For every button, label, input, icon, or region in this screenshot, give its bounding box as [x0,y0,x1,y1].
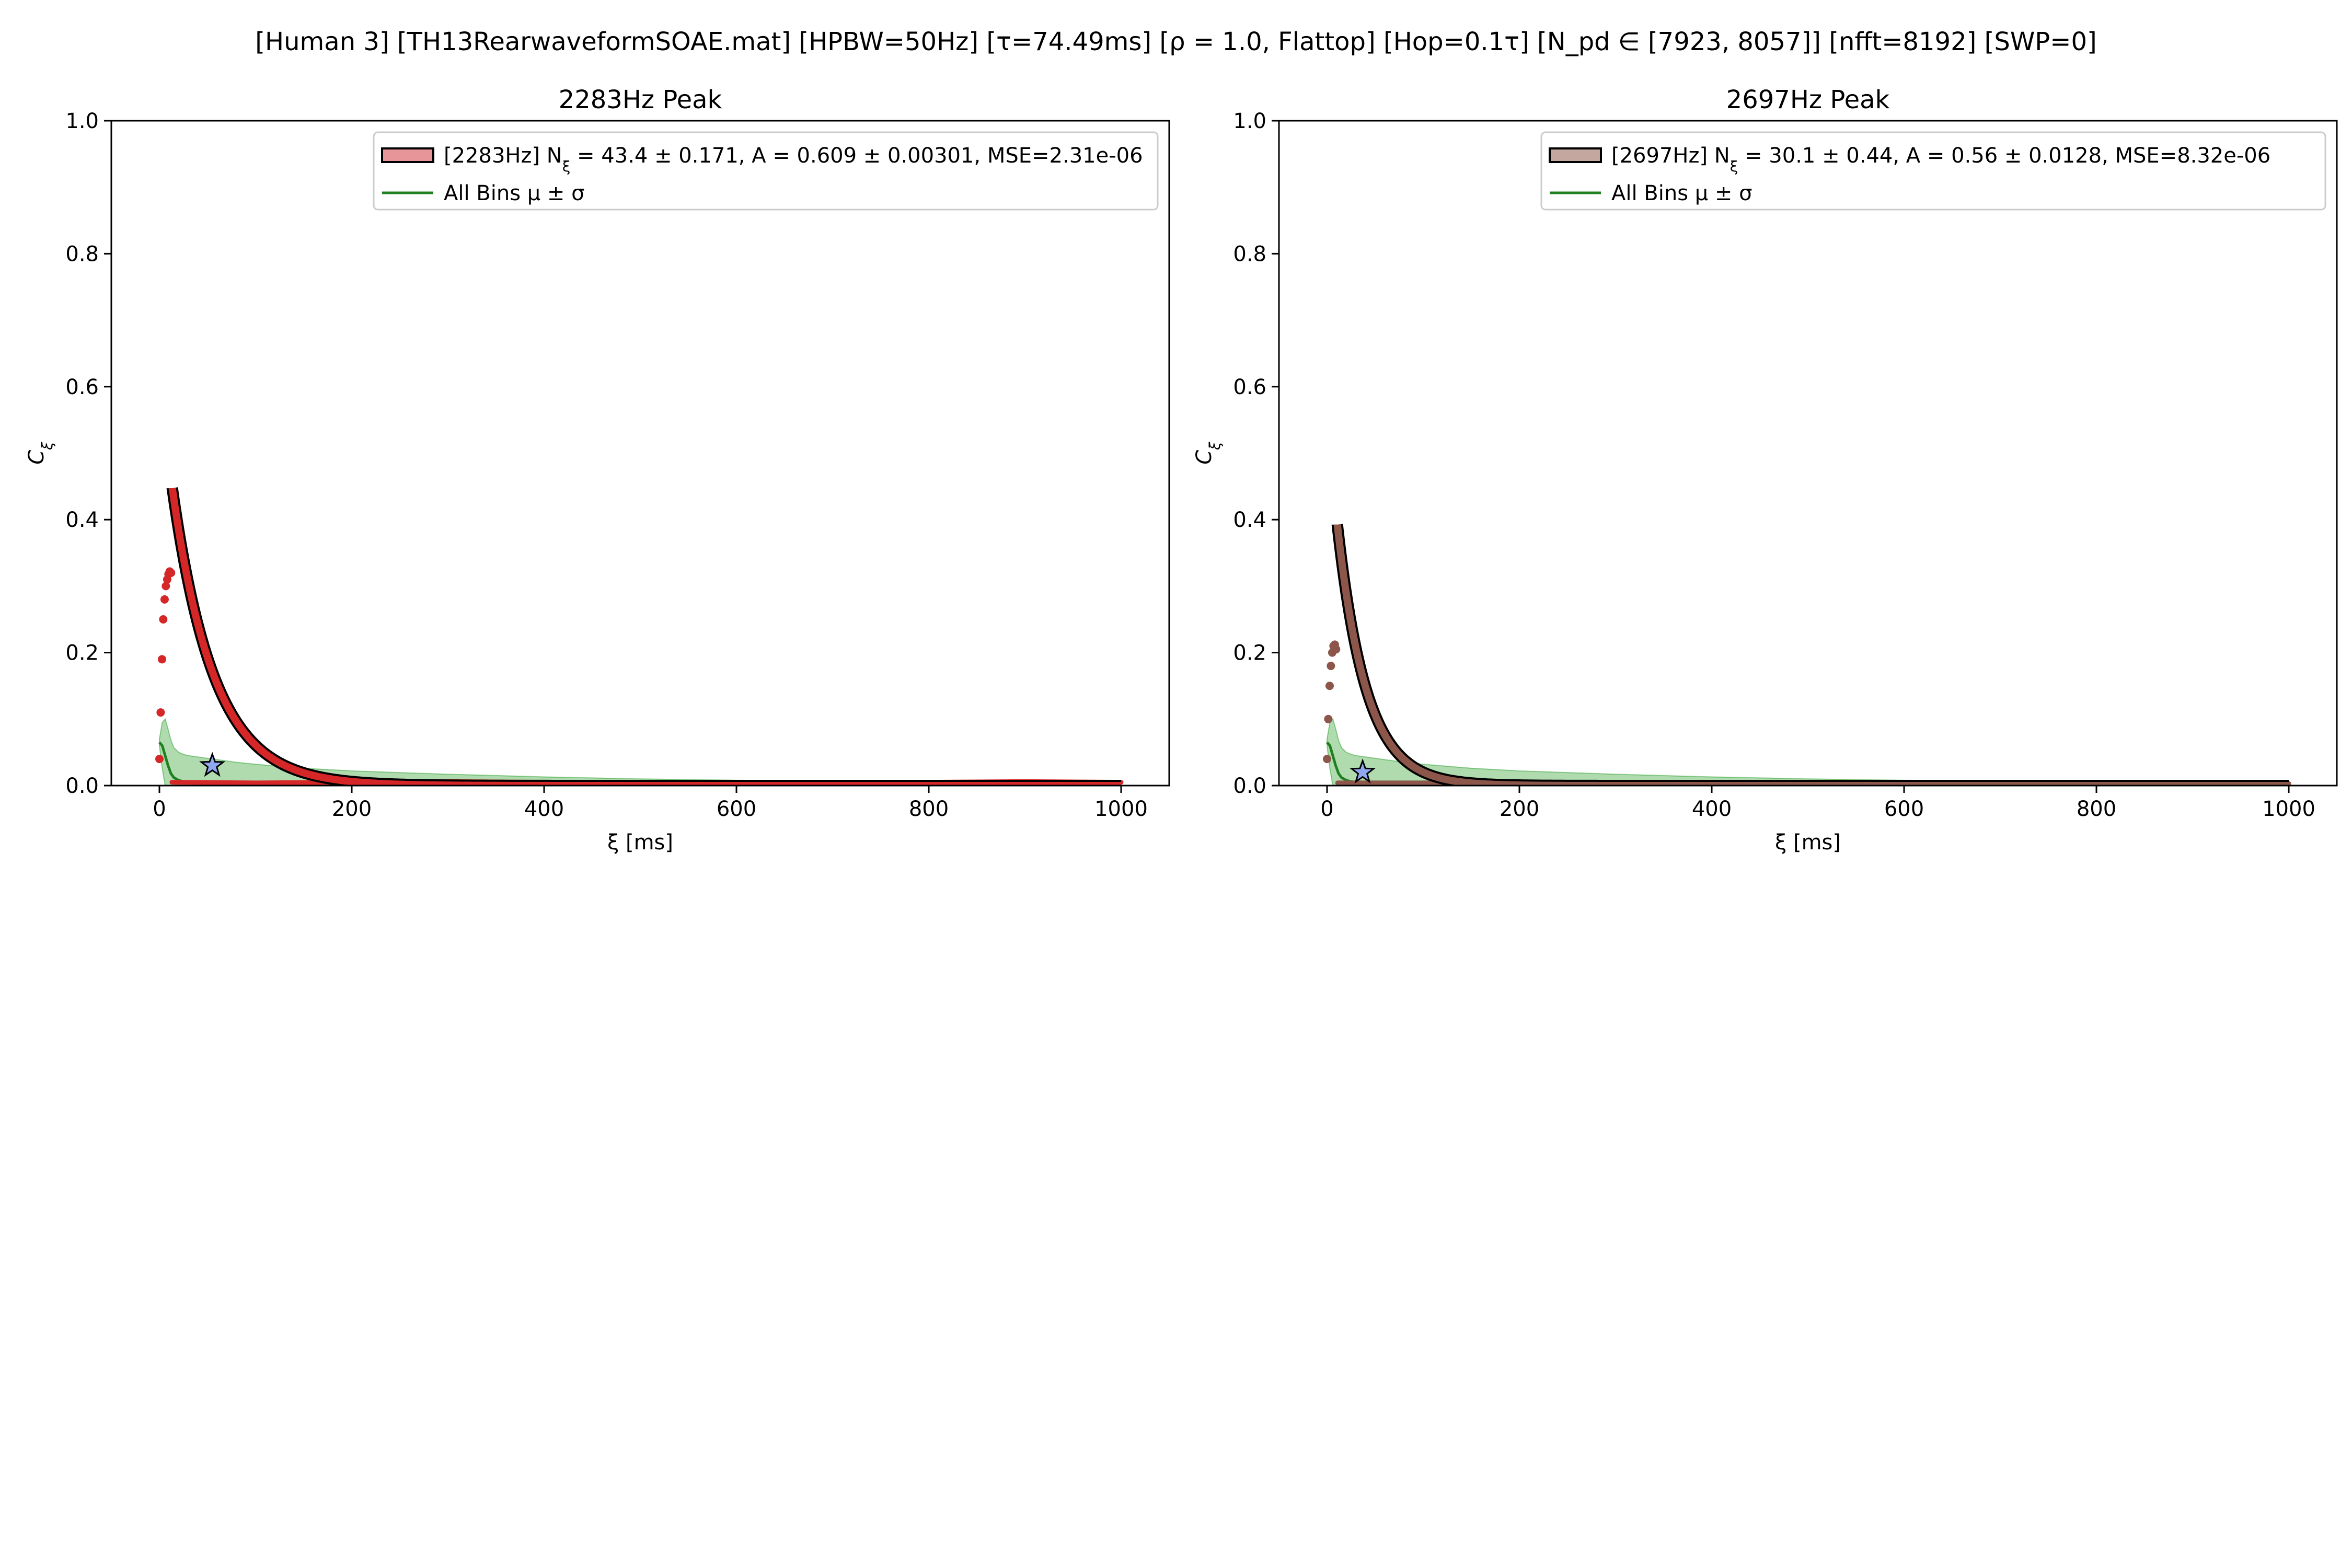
all-bins-sigma-band [159,718,1122,786]
y-tick-label: 0.2 [1233,641,1266,665]
coherence-point [1324,714,1333,723]
y-tick-label: 1.0 [65,109,99,133]
plot-area [1323,524,2291,786]
coherence-point [155,755,164,764]
subplot-2697hz: 0 200 400 600 800 1000 0.0 0.2 0.4 0.6 0.8 1.0 2697H… [1192,85,2338,855]
coherence-point [167,568,176,577]
fit-curve [168,487,1121,786]
subplot-2283hz: 0 200 400 600 800 1000 0.0 0.2 0.4 0.6 0.8 1.0 2283H… [25,85,1170,855]
coherence-point [157,655,166,664]
coherence-point [156,708,165,717]
x-tick-label: 800 [2077,797,2116,821]
legend-entry-label: [2283Hz] Nξ = 43.4 ± 0.171, A = 0.609 ± … [444,144,1143,175]
y-tick-label: 0.8 [1233,242,1266,266]
y-tick-label: 0.0 [65,774,99,798]
y-tick-label: 0.8 [65,242,99,266]
y-tick-label: 0.0 [1233,774,1266,798]
legend-entry-label: All Bins μ ± σ [1611,181,1753,205]
legend-patch [381,147,434,163]
coherence-point [162,582,170,591]
fit-curve [1333,524,2289,786]
legend-patch [1549,147,1602,163]
figure-suptitle: [Human 3] [TH13RearwaveformSOAE.mat] [HP… [255,27,2096,56]
coherence-point [1332,645,1341,654]
decay-star-marker [1349,758,1376,783]
x-axis-label: ξ [ms] [607,831,673,855]
x-tick-label: 800 [909,797,949,821]
legend: [2283Hz] Nξ = 43.4 ± 0.171, A = 0.609 ± … [373,131,1159,211]
legend: [2697Hz] Nξ = 30.1 ± 0.44, A = 0.56 ± 0.… [1540,131,2326,211]
legend-frame [373,131,1159,211]
x-tick-label: 400 [524,797,564,821]
x-tick-label: 200 [332,797,372,821]
decay-star-marker [199,752,226,777]
coherence-point [1325,682,1334,690]
y-tick-label: 1.0 [1233,109,1266,133]
axes-frame [1278,120,2338,787]
y-tick-label: 0.4 [65,508,99,532]
y-axis-label: Cξ [25,442,56,465]
x-tick-label: 1000 [2262,797,2315,821]
axes-frame [110,120,1170,787]
x-tick-label: 400 [1692,797,1732,821]
x-tick-label: 600 [1884,797,1924,821]
x-tick-label: 600 [717,797,756,821]
x-tick-label: 200 [1500,797,1539,821]
plot-area [155,487,1124,786]
x-tick-label: 1000 [1094,797,1148,821]
legend-frame [1540,131,2326,211]
y-tick-label: 0.4 [1233,508,1266,532]
y-tick-label: 0.2 [65,641,99,665]
fit-outline [1331,524,2289,786]
coherence-point [160,595,169,604]
all-bins-sigma-band [1327,718,2289,786]
y-axis-label: Cξ [1192,442,1224,465]
x-axis-label: ξ [ms] [1775,831,1841,855]
fit-outline [166,487,1121,786]
subplot-title: 2283Hz Peak [559,85,722,114]
coherence-point [159,615,168,624]
legend-entry-label: All Bins μ ± σ [444,181,585,205]
y-tick-label: 0.6 [1233,375,1266,399]
coherence-point [1323,755,1331,764]
legend-entry-label: [2697Hz] Nξ = 30.1 ± 0.44, A = 0.56 ± 0.… [1611,144,2270,175]
x-tick-label: 0 [1320,797,1333,821]
x-tick-label: 0 [153,797,166,821]
subplot-title: 2697Hz Peak [1726,85,1890,114]
coherence-point [1327,662,1335,671]
y-tick-label: 0.6 [65,375,99,399]
